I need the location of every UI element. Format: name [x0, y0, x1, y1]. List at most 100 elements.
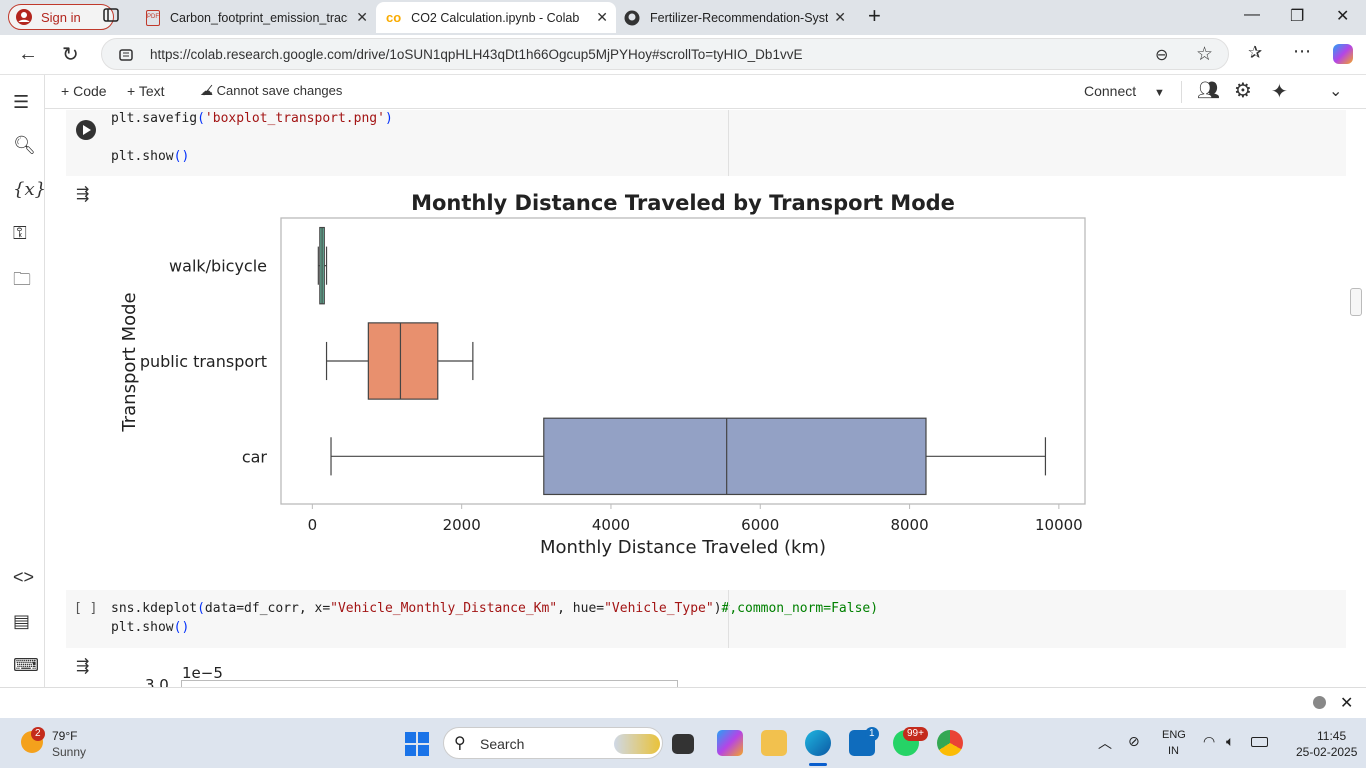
find-icon[interactable]: 🔍︎	[13, 135, 36, 155]
tab-title: Carbon_footprint_emission_tracki	[170, 10, 348, 25]
chevron-down-icon: ▼	[1154, 87, 1165, 99]
gemini-sparkle-icon[interactable]: ✦	[1271, 81, 1288, 103]
task-view-icon[interactable]	[672, 734, 694, 754]
code-cell[interactable]: plt.savefig('boxplot_transport.png') plt…	[66, 110, 1346, 176]
weather-desc: Sunny	[52, 745, 87, 759]
x-tick-label: 0	[308, 516, 318, 534]
network-off-icon[interactable]: ⊘	[1128, 733, 1140, 749]
output-toggle-icon[interactable]: ⇶	[76, 658, 90, 675]
code-line: plt.show()	[111, 620, 190, 635]
y-axis-label: Transport Mode	[119, 292, 140, 432]
site-info-icon[interactable]	[118, 47, 134, 63]
x-tick-label: 6000	[741, 516, 779, 534]
browser-tab-bar: Sign in PDF Carbon_footprint_emission_tr…	[0, 0, 1366, 35]
back-icon[interactable]: ←	[18, 43, 38, 65]
tab-title: CO2 Calculation.ipynb - Colab	[411, 10, 580, 25]
colab-sidebar: ☰ 🔍︎ {x} ⚿ 🗀 <> ▤ ⌨	[0, 75, 47, 687]
edge-browser-icon[interactable]	[805, 730, 831, 756]
tab-carbon-footprint[interactable]: PDF Carbon_footprint_emission_tracki ✕	[136, 2, 376, 33]
address-bar[interactable]: https://colab.research.google.com/drive/…	[101, 38, 1229, 70]
category-label: walk/bicycle	[169, 257, 267, 276]
code-line: plt.show()	[111, 149, 190, 164]
variables-icon[interactable]: {x}	[13, 179, 47, 200]
scrollbar-thumb[interactable]	[1350, 288, 1362, 316]
show-hidden-icons[interactable]: ︿	[1098, 735, 1112, 751]
tab-title: Fertilizer-Recommendation-Syste	[650, 10, 828, 25]
connect-button[interactable]: Connect ▼	[1084, 83, 1165, 99]
reload-icon[interactable]: ↻	[62, 44, 79, 66]
close-window-icon[interactable]: ✕	[1336, 8, 1350, 25]
boxplot-chart: Monthly Distance Traveled by Transport M…	[119, 191, 1086, 558]
language-label[interactable]: ENG	[1162, 729, 1186, 741]
x-tick-label: 2000	[443, 516, 481, 534]
cloud-off-icon: ☁̸	[200, 83, 213, 98]
minimize-icon[interactable]: —	[1244, 6, 1260, 23]
output-toggle-icon[interactable]: ⇶	[76, 186, 90, 203]
x-tick-label: 10000	[1035, 516, 1083, 534]
sign-in-label: Sign in	[41, 9, 81, 25]
collapse-chevron-icon[interactable]: ⌄	[1329, 83, 1343, 100]
battery-icon[interactable]	[1251, 737, 1268, 747]
run-cell-button[interactable]	[76, 120, 96, 140]
cannot-save-indicator[interactable]: ☁̸ Cannot save changes	[200, 83, 342, 99]
search-icon: ⚲	[454, 735, 466, 752]
taskbar-search[interactable]: ⚲ Search	[443, 727, 663, 759]
box-car	[543, 417, 927, 496]
next-plot-ytick: 3.0	[145, 676, 169, 687]
code-cell[interactable]: [ ] sns.kdeplot(data=df_corr, x="Vehicle…	[66, 590, 1346, 648]
category-label: public transport	[140, 352, 267, 371]
cell-run-bracket[interactable]: [ ]	[74, 601, 98, 616]
status-strip: ✕	[0, 687, 1366, 717]
colab-toolbar: + Code + Text ☁̸ Cannot save changes Con…	[45, 75, 1366, 109]
chart-title: Monthly Distance Traveled by Transport M…	[411, 191, 955, 215]
close-icon[interactable]: ✕	[1340, 695, 1354, 712]
restore-icon[interactable]: ❐	[1290, 8, 1305, 25]
terminal-icon[interactable]: ⌨	[13, 655, 39, 675]
reading-mode-icon[interactable]: ⊖	[1155, 47, 1169, 64]
active-indicator	[809, 763, 827, 766]
box-public-transport	[367, 322, 439, 400]
command-palette-icon[interactable]: ▤	[13, 611, 31, 631]
sign-in-button[interactable]: Sign in	[8, 4, 114, 30]
tab-fertilizer[interactable]: Fertilizer-Recommendation-Syste ✕	[614, 2, 854, 33]
secrets-key-icon[interactable]: ⚿	[13, 223, 27, 243]
favorite-star-icon[interactable]: ☆	[1196, 44, 1214, 65]
next-plot-scale-label: 1e−5	[182, 664, 223, 682]
region-label: IN	[1168, 745, 1179, 757]
close-icon[interactable]: ✕	[596, 9, 608, 25]
code-string: 'boxplot_transport.png'	[204, 111, 385, 126]
add-code-button[interactable]: + Code	[61, 83, 107, 99]
windows-start-icon[interactable]	[405, 732, 429, 756]
clock-time[interactable]: 11:45	[1317, 729, 1347, 743]
close-icon[interactable]: ✕	[834, 9, 846, 25]
files-folder-icon[interactable]: 🗀	[13, 269, 31, 289]
wifi-icon[interactable]: ◠	[1203, 733, 1216, 749]
settings-gear-icon[interactable]: ⚙	[1234, 80, 1252, 102]
code-snippets-icon[interactable]: <>	[13, 567, 35, 587]
clock-date[interactable]: 25-02-2025	[1296, 745, 1358, 759]
pdf-icon: PDF	[146, 9, 160, 26]
add-text-button[interactable]: + Text	[127, 83, 165, 99]
status-dot-icon	[1313, 696, 1326, 709]
close-icon[interactable]: ✕	[356, 9, 368, 25]
cannot-save-label: Cannot save changes	[216, 83, 343, 98]
chrome-icon[interactable]	[937, 730, 963, 756]
volume-icon[interactable]: 🔈︎	[1226, 733, 1235, 749]
more-menu-icon[interactable]: ⋯	[1293, 41, 1311, 61]
tab-actions-icon[interactable]	[103, 7, 119, 26]
new-tab-icon[interactable]: +	[868, 3, 881, 28]
store-badge: 1	[865, 727, 879, 741]
search-highlight-icon	[614, 734, 660, 754]
tab-co2-calculation[interactable]: co CO2 Calculation.ipynb - Colab ✕	[376, 2, 616, 33]
x-tick-label: 8000	[890, 516, 928, 534]
notebook-area: plt.savefig('boxplot_transport.png') plt…	[45, 110, 1366, 687]
profile-icon	[16, 9, 32, 25]
copilot-app-icon[interactable]	[717, 730, 743, 756]
copilot-icon[interactable]	[1333, 44, 1353, 64]
cell-divider	[728, 590, 729, 648]
weather-temp: 79°F	[52, 729, 78, 743]
favorites-icon[interactable]: ✰	[1248, 43, 1263, 62]
table-of-contents-icon[interactable]: ☰	[13, 92, 30, 112]
file-explorer-icon[interactable]	[761, 730, 787, 756]
share-people-icon[interactable]: 👥︎	[1197, 80, 1220, 100]
